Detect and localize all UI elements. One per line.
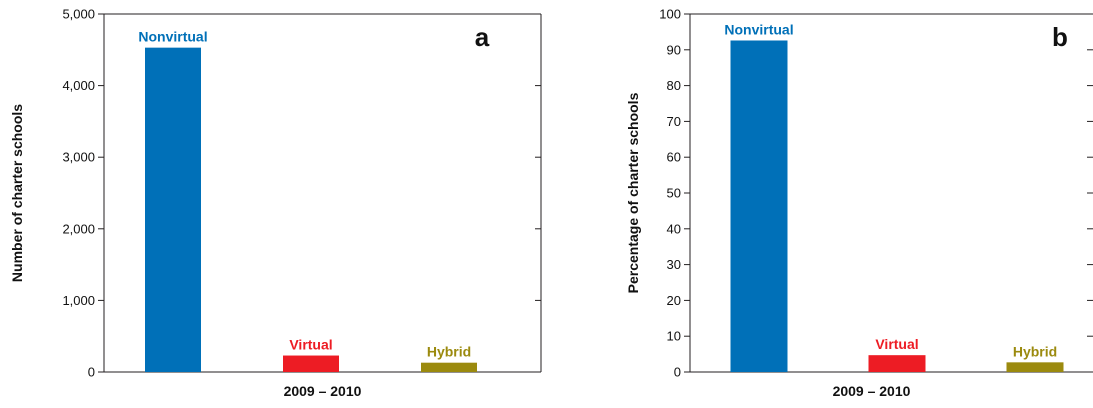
panel-b-ytick-label: 20 — [667, 293, 681, 308]
panel-b-ytick-label: 50 — [667, 186, 681, 201]
panel-b-bar-label-hybrid: Hybrid — [1013, 343, 1057, 359]
panel-b-ytick-label: 80 — [667, 78, 681, 93]
panel-b-ytick-label: 90 — [667, 42, 681, 57]
panel-a-bar-label-hybrid: Hybrid — [427, 344, 471, 360]
panel-b-x-axis-title: 2009 – 2010 — [833, 383, 911, 399]
panel-a-ytick-label: 0 — [88, 365, 95, 380]
panel-a-x-axis-title: 2009 – 2010 — [284, 383, 362, 399]
panel-a-ytick-label: 2,000 — [62, 221, 95, 236]
panel-b-y-axis-title: Percentage of charter schools — [625, 92, 641, 293]
panel-b-ytick-label: 60 — [667, 150, 681, 165]
panel-b-bar-nonvirtual — [730, 40, 788, 372]
panel-a-panel-letter: a — [475, 22, 490, 52]
panel-a: 0 1,000 2,000 3,000 4,000 5,000 Nonvirtual Virt… — [9, 7, 542, 399]
panel-b: 0 10 20 30 40 50 60 70 80 90 100 Nonvirtual Virtual H… — [625, 7, 1093, 399]
panel-b-bar-hybrid — [1006, 362, 1064, 372]
panel-a-ytick-label: 1,000 — [62, 293, 95, 308]
panel-a-bar-label-virtual: Virtual — [289, 337, 332, 353]
panel-b-ytick-label: 10 — [667, 329, 681, 344]
panel-b-bar-virtual — [868, 355, 926, 372]
panel-a-bar-label-nonvirtual: Nonvirtual — [138, 29, 207, 45]
panel-b-bar-label-nonvirtual: Nonvirtual — [724, 21, 793, 37]
panel-a-ytick-label: 4,000 — [62, 78, 95, 93]
panel-b-ytick-label: 70 — [667, 114, 681, 129]
panel-a-bar-virtual — [283, 355, 339, 372]
panel-a-y-axis-title: Number of charter schools — [9, 104, 25, 282]
panel-a-ytick-label: 5,000 — [62, 7, 95, 22]
panel-b-ytick-label: 0 — [674, 365, 681, 380]
panel-b-ytick-label: 40 — [667, 221, 681, 236]
panel-a-bar-hybrid — [421, 362, 477, 372]
panel-a-ytick-label: 3,000 — [62, 150, 95, 165]
panel-b-panel-letter: b — [1052, 22, 1068, 52]
panel-b-ytick-label: 100 — [659, 7, 681, 22]
panel-b-ytick-label: 30 — [667, 257, 681, 272]
panel-a-bar-nonvirtual — [145, 47, 201, 372]
panel-b-bar-label-virtual: Virtual — [875, 336, 918, 352]
